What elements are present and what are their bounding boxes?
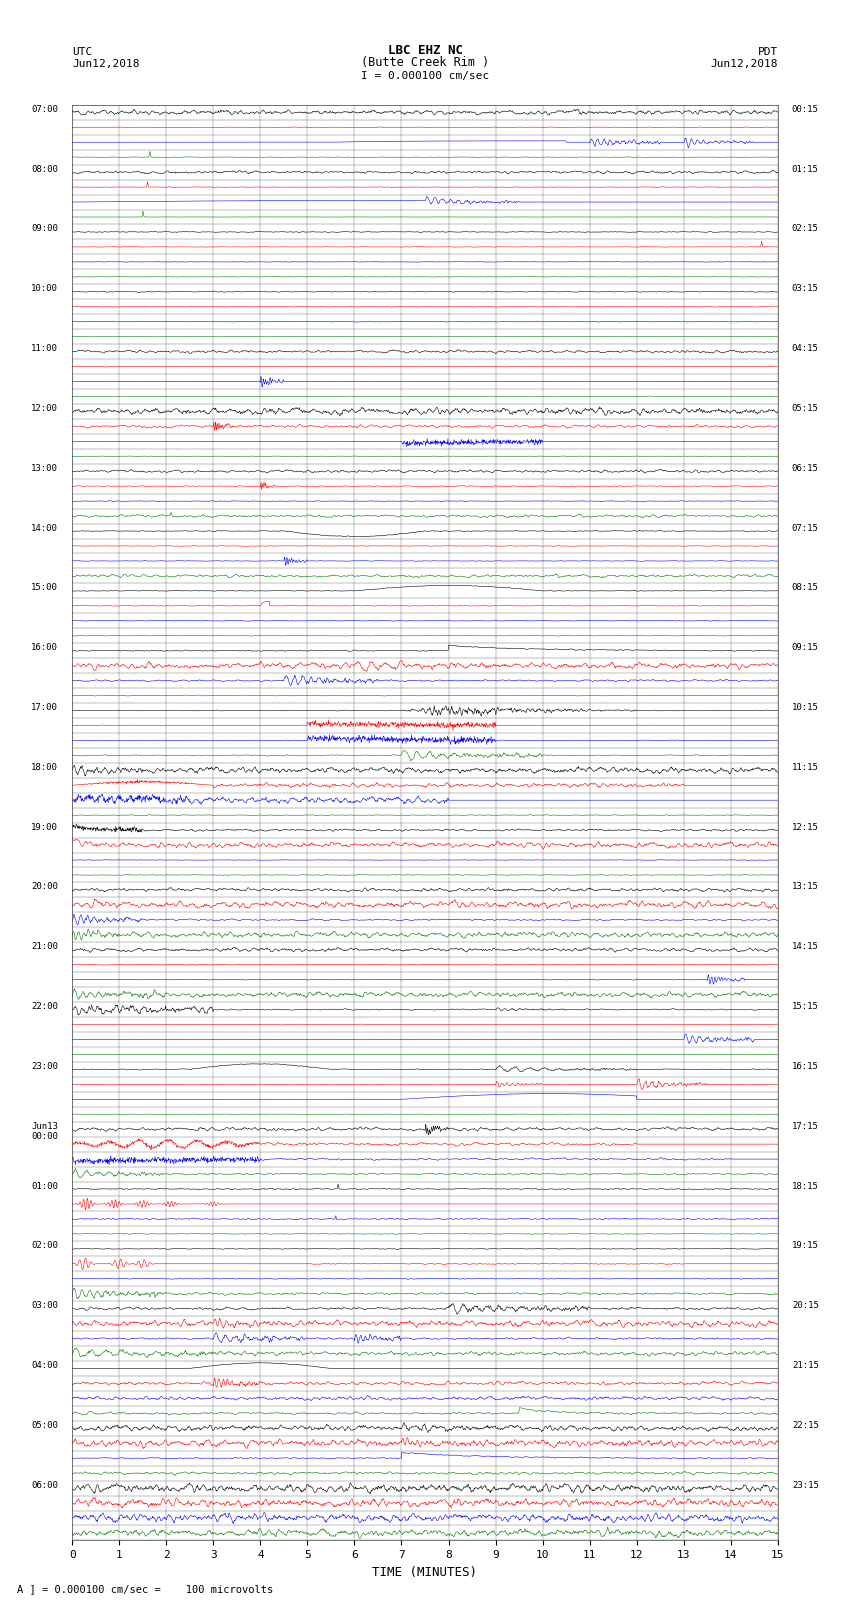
Text: 05:15: 05:15 xyxy=(792,403,819,413)
Text: UTC: UTC xyxy=(72,47,93,58)
Text: 11:15: 11:15 xyxy=(792,763,819,771)
Text: 02:15: 02:15 xyxy=(792,224,819,234)
Text: 22:15: 22:15 xyxy=(792,1421,819,1429)
Text: 03:00: 03:00 xyxy=(31,1302,58,1310)
Text: 23:15: 23:15 xyxy=(792,1481,819,1489)
Text: 11:00: 11:00 xyxy=(31,344,58,353)
Text: 13:15: 13:15 xyxy=(792,882,819,892)
Text: 10:15: 10:15 xyxy=(792,703,819,711)
Text: 17:15: 17:15 xyxy=(792,1121,819,1131)
Text: 01:15: 01:15 xyxy=(792,165,819,174)
Text: 21:15: 21:15 xyxy=(792,1361,819,1369)
Text: 16:15: 16:15 xyxy=(792,1061,819,1071)
Text: 22:00: 22:00 xyxy=(31,1002,58,1011)
Text: 17:00: 17:00 xyxy=(31,703,58,711)
Text: 12:00: 12:00 xyxy=(31,403,58,413)
Text: 12:15: 12:15 xyxy=(792,823,819,832)
Text: PDT: PDT xyxy=(757,47,778,58)
Text: 07:00: 07:00 xyxy=(31,105,58,115)
Text: 16:00: 16:00 xyxy=(31,644,58,652)
Text: Jun12,2018: Jun12,2018 xyxy=(711,60,778,69)
Text: 09:15: 09:15 xyxy=(792,644,819,652)
Text: 06:15: 06:15 xyxy=(792,465,819,473)
Text: 15:15: 15:15 xyxy=(792,1002,819,1011)
Text: 02:00: 02:00 xyxy=(31,1242,58,1250)
Text: 14:00: 14:00 xyxy=(31,524,58,532)
Text: 06:00: 06:00 xyxy=(31,1481,58,1489)
Text: 05:00: 05:00 xyxy=(31,1421,58,1429)
Text: (Butte Creek Rim ): (Butte Creek Rim ) xyxy=(361,56,489,69)
Text: Jun12,2018: Jun12,2018 xyxy=(72,60,139,69)
Text: 08:00: 08:00 xyxy=(31,165,58,174)
Text: 15:00: 15:00 xyxy=(31,584,58,592)
Text: 09:00: 09:00 xyxy=(31,224,58,234)
Text: 18:15: 18:15 xyxy=(792,1181,819,1190)
Text: LBC EHZ NC: LBC EHZ NC xyxy=(388,44,462,58)
Text: 19:00: 19:00 xyxy=(31,823,58,832)
Text: 13:00: 13:00 xyxy=(31,465,58,473)
Text: 07:15: 07:15 xyxy=(792,524,819,532)
Text: 20:00: 20:00 xyxy=(31,882,58,892)
Text: 18:00: 18:00 xyxy=(31,763,58,771)
Text: 03:15: 03:15 xyxy=(792,284,819,294)
Text: Jun13
00:00: Jun13 00:00 xyxy=(31,1121,58,1140)
Text: 19:15: 19:15 xyxy=(792,1242,819,1250)
Text: 00:15: 00:15 xyxy=(792,105,819,115)
Text: I = 0.000100 cm/sec: I = 0.000100 cm/sec xyxy=(361,71,489,82)
Text: 10:00: 10:00 xyxy=(31,284,58,294)
Text: 21:00: 21:00 xyxy=(31,942,58,952)
Text: 04:15: 04:15 xyxy=(792,344,819,353)
X-axis label: TIME (MINUTES): TIME (MINUTES) xyxy=(372,1566,478,1579)
Text: 20:15: 20:15 xyxy=(792,1302,819,1310)
Text: 14:15: 14:15 xyxy=(792,942,819,952)
Text: 04:00: 04:00 xyxy=(31,1361,58,1369)
Text: 23:00: 23:00 xyxy=(31,1061,58,1071)
Text: A ] = 0.000100 cm/sec =    100 microvolts: A ] = 0.000100 cm/sec = 100 microvolts xyxy=(17,1584,273,1594)
Text: 08:15: 08:15 xyxy=(792,584,819,592)
Text: 01:00: 01:00 xyxy=(31,1181,58,1190)
